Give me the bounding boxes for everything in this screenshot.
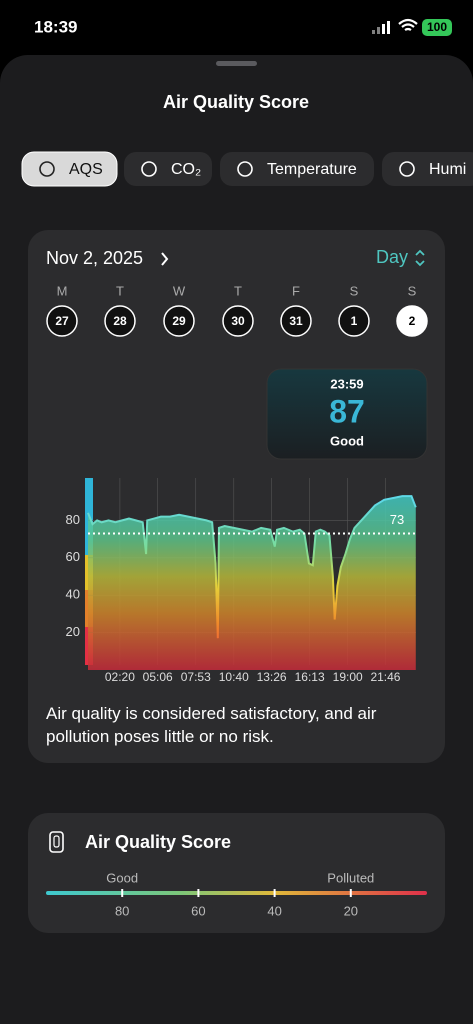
x-tick-label: 19:00 [333,670,363,684]
scale-label: Good [106,870,138,885]
day-circle[interactable] [104,305,136,337]
day-circle[interactable] [46,305,78,337]
weekday-label: F [292,283,300,298]
sheet-handle[interactable] [216,61,257,66]
day-label[interactable]: 2 [409,314,416,328]
description: Air quality is considered satisfactory, … [46,704,377,746]
status-time: 18:39 [34,17,77,36]
tab-icon [237,161,253,177]
weekday-label: T [116,283,124,298]
day-label[interactable]: 27 [55,314,69,328]
day-label[interactable]: 29 [172,314,186,328]
week-strip: M 27 T 28 W 29 T 30 F 31 S 1 S 2 [46,283,428,337]
day-circle[interactable] [338,305,370,337]
scale-title: Air Quality Score [85,832,231,852]
tab-label[interactable]: CO₂ [171,161,201,178]
tab-icon [39,161,55,177]
x-tick-label: 10:40 [219,670,249,684]
scale-icon-inner [53,835,60,848]
day-circle[interactable] [163,305,195,337]
y-tick-label: 60 [66,549,80,564]
tab-bar: AQS CO₂ Temperature Humi [21,151,473,187]
tooltip-value: 87 [329,393,365,429]
tab[interactable] [21,151,118,187]
area [88,496,416,670]
day-label[interactable]: 28 [113,314,127,328]
x-tick-label: 13:26 [257,670,287,684]
day-label[interactable]: 30 [231,314,245,328]
scale-tick-label: 60 [191,903,205,918]
day-circle[interactable] [280,305,312,337]
tooltip-label: Good [330,433,364,448]
description-box: Air quality is considered satisfactory, … [46,704,377,746]
tooltip-time: 23:59 [330,376,363,391]
wifi-icon [398,18,418,31]
range-chevron[interactable] [415,249,425,267]
battery-level: 100 [427,20,447,34]
x-tick-label: 02:20 [105,670,135,684]
weekday-label: S [408,283,417,298]
plot: 20 40 60 80 02:20 05:06 07:53 10:40 13:26 16:13 19… [66,478,417,684]
tab-icon [399,161,415,177]
weekday-label: S [350,283,359,298]
x-tick-label: 21:46 [370,670,400,684]
tab[interactable] [124,152,212,186]
tooltip-box [266,368,428,460]
weekday-label: M [57,283,68,298]
scale-label: Polluted [327,870,374,885]
scale-ticks: 80 60 40 20 Good Polluted [106,870,374,918]
reference-label: 73 [390,512,404,527]
x-tick-label: 05:06 [143,670,173,684]
x-tick-label: 07:53 [181,670,211,684]
day-circle[interactable] [222,305,254,337]
tab[interactable] [382,152,473,186]
y-tick-label: 40 [66,587,80,602]
tab-icon [141,161,157,177]
scale-tick-label: 20 [344,903,358,918]
tab-label[interactable]: AQS [69,161,103,178]
signal-icon [372,21,390,34]
day-label[interactable]: 31 [289,314,303,328]
scale-icon [49,831,64,853]
tab-label[interactable]: Temperature [267,161,357,178]
scale-tick-label: 80 [115,903,129,918]
scale-bar [46,891,427,895]
scale-tick-label: 40 [267,903,281,918]
scale-card [28,813,445,933]
weekday-label: T [234,283,242,298]
day-label[interactable]: 1 [351,314,358,328]
weekday-label: W [173,283,186,298]
y-tick-label: 20 [66,624,80,639]
y-tick-label: 80 [66,512,80,527]
tab[interactable] [220,152,374,186]
battery-icon [422,19,452,36]
line [87,495,417,639]
tab-label[interactable]: Humi [429,161,466,178]
day-circle[interactable] [396,305,428,337]
page-title: Air Quality Score [163,92,309,112]
date-chevron[interactable] [161,252,169,266]
date-label[interactable]: Nov 2, 2025 [46,248,143,268]
x-tick-label: 16:13 [295,670,325,684]
range-selector[interactable]: Day [376,247,408,267]
